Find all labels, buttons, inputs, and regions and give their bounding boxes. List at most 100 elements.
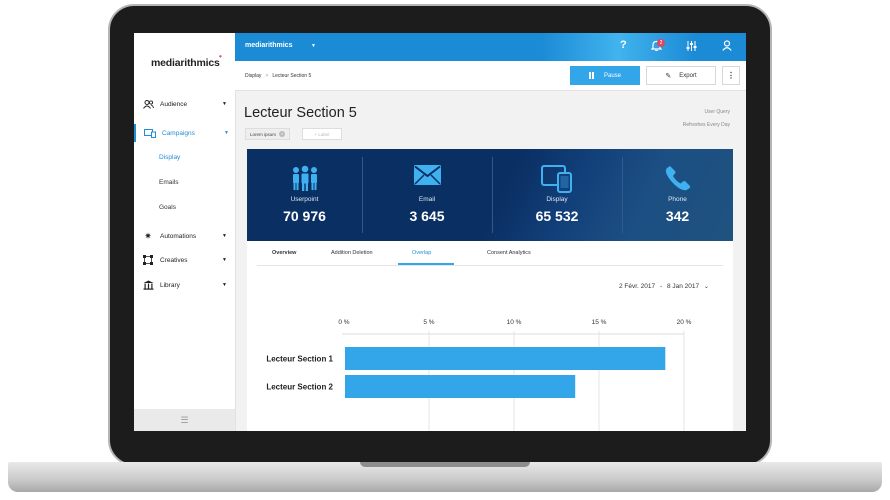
x-tick-label: 20 %: [677, 319, 692, 326]
tab-bar: Overview Addition Deletion Overlap Conse…: [257, 241, 723, 266]
more-options-button[interactable]: ⋮: [722, 66, 740, 85]
chevron-down-icon: ▼: [222, 257, 227, 263]
stats-banner: Userpoint 70 976 Email 3 645 Display 65 …: [247, 149, 733, 241]
chevron-down-icon: ▼: [222, 101, 227, 107]
logo-text: mediarithmics: [151, 57, 220, 69]
gears-icon: ✷: [144, 230, 152, 241]
stat-email: Email 3 645: [362, 149, 492, 241]
stat-label: Phone: [668, 196, 687, 203]
category-label: Lecteur Section 1: [266, 355, 333, 364]
tab-addition-deletion[interactable]: Addition Deletion: [331, 250, 373, 256]
kebab-menu-icon: ⋮: [727, 71, 735, 80]
export-button-label: Export: [679, 72, 697, 79]
date-range-picker[interactable]: 2 Févr. 2017 - 8 Jan 2017 ⌄: [619, 283, 709, 290]
refresh-frequency: Refreshes Every Day: [682, 122, 730, 128]
stat-userpoint: Userpoint 70 976: [247, 149, 362, 241]
people-icon: [247, 165, 362, 196]
add-label-button[interactable]: + Label: [302, 128, 342, 140]
chevron-down-icon[interactable]: ▼: [311, 43, 316, 49]
hamburger-icon: ☰: [180, 414, 189, 425]
stat-value: 3 645: [409, 208, 445, 224]
envelope-icon: [362, 165, 492, 190]
library-icon: [142, 280, 154, 290]
stat-divider: [492, 157, 493, 233]
chevron-down-icon: ▼: [224, 130, 229, 136]
sidebar-item-audience[interactable]: Audience ▼: [134, 95, 235, 113]
x-tick-label: 5 %: [423, 319, 434, 326]
bar[interactable]: [345, 347, 666, 370]
laptop-notch: [360, 462, 530, 467]
devices-icon: [144, 128, 156, 138]
analytics-card: Overview Addition Deletion Overlap Conse…: [247, 241, 733, 431]
settings-sliders-icon[interactable]: [686, 41, 697, 54]
x-tick-label: 10 %: [507, 319, 522, 326]
sidebar-item-creatives[interactable]: Creatives ▼: [134, 251, 235, 269]
stat-divider: [362, 157, 363, 233]
sidebar-item-label: Automations: [160, 232, 197, 240]
bar[interactable]: [345, 375, 576, 398]
tab-overlap[interactable]: Overlap: [412, 250, 432, 256]
sidebar-subitem-goals[interactable]: Goals: [159, 204, 176, 211]
stat-phone: Phone 342: [622, 149, 733, 241]
sidebar-subitem-display[interactable]: Display: [159, 154, 181, 161]
notification-badge: 2: [657, 39, 665, 47]
sidebar-item-automations[interactable]: ✷ Automations ▼: [134, 227, 235, 245]
sidebar-item-library[interactable]: Library ▼: [134, 276, 235, 294]
pause-button[interactable]: Pause: [570, 66, 640, 85]
label-tag-text: Lorem ipsum: [250, 131, 277, 137]
sidebar-subitem-emails[interactable]: Emails: [159, 179, 179, 186]
remove-tag-icon[interactable]: ×: [279, 131, 286, 137]
sidebar-item-label: Library: [160, 281, 180, 289]
stat-display: Display 65 532: [492, 149, 622, 241]
label-tag[interactable]: Lorem ipsum ×: [245, 128, 291, 140]
sidebar: mediarithmics • Audience ▼ Campaigns ▼ D…: [134, 33, 236, 431]
query-type: User Query: [704, 109, 730, 115]
stat-label: Email: [418, 196, 436, 203]
chevron-down-icon: ▼: [222, 233, 227, 239]
laptop-base: [8, 462, 882, 492]
app-logo[interactable]: mediarithmics •: [151, 52, 222, 69]
user-icon[interactable]: [722, 40, 732, 54]
sidebar-item-campaigns[interactable]: Campaigns ▼: [134, 124, 237, 142]
help-icon[interactable]: ?: [620, 39, 627, 51]
stat-value: 70 976: [283, 208, 326, 224]
date-separator: -: [659, 283, 663, 290]
app-screen: mediarithmics • Audience ▼ Campaigns ▼ D…: [134, 33, 746, 431]
sidebar-item-label: Campaigns: [162, 129, 195, 137]
pencil-icon: ✎: [665, 72, 672, 80]
users-icon: [142, 99, 154, 109]
chevron-down-icon: ⌄: [703, 284, 709, 290]
breadcrumb: Display > Lecteur Section 5: [245, 73, 311, 79]
sidebar-collapse-handle[interactable]: ☰: [134, 409, 235, 431]
pause-button-label: Pause: [603, 72, 621, 79]
sidebar-item-label: Creatives: [160, 256, 188, 264]
org-selector[interactable]: mediarithmics: [245, 42, 293, 49]
breadcrumb-item-display[interactable]: Display: [245, 73, 262, 79]
breadcrumb-separator-icon: >: [265, 73, 269, 79]
devices-icon: [492, 165, 622, 198]
top-bar: mediarithmics ▼ ? 2: [235, 33, 746, 61]
breadcrumb-item-current: Lecteur Section 5: [272, 73, 312, 79]
tab-overview[interactable]: Overview: [272, 250, 297, 256]
date-from: 2 Févr. 2017: [619, 283, 656, 290]
action-bar: Display > Lecteur Section 5 Pause ✎ Export…: [235, 61, 746, 91]
logo-dot: •: [219, 52, 222, 61]
x-tick-label: 0 %: [338, 319, 349, 326]
stat-label: Display: [546, 196, 568, 203]
chevron-down-icon: ▼: [222, 282, 227, 288]
stat-value: 342: [665, 208, 690, 224]
active-tab-indicator: [398, 263, 454, 265]
phone-icon: [622, 165, 733, 196]
sidebar-item-label: Audience: [160, 100, 188, 108]
x-tick-label: 15 %: [592, 319, 607, 326]
tab-consent-analytics[interactable]: Consent Analytics: [487, 250, 531, 256]
overlap-bar-chart: 0 % 5 % 10 % 15 % 20 % Lecteur Section 1 Lecte…: [266, 319, 692, 431]
stat-label: Userpoint: [290, 196, 319, 203]
stat-value: 65 532: [535, 208, 579, 224]
category-label: Lecteur Section 2: [266, 383, 333, 392]
date-to: 8 Jan 2017: [666, 283, 700, 290]
pause-icon: [588, 72, 594, 79]
export-button[interactable]: ✎ Export: [646, 66, 716, 85]
stat-divider: [622, 157, 623, 233]
page-title: Lecteur Section 5: [244, 105, 357, 121]
